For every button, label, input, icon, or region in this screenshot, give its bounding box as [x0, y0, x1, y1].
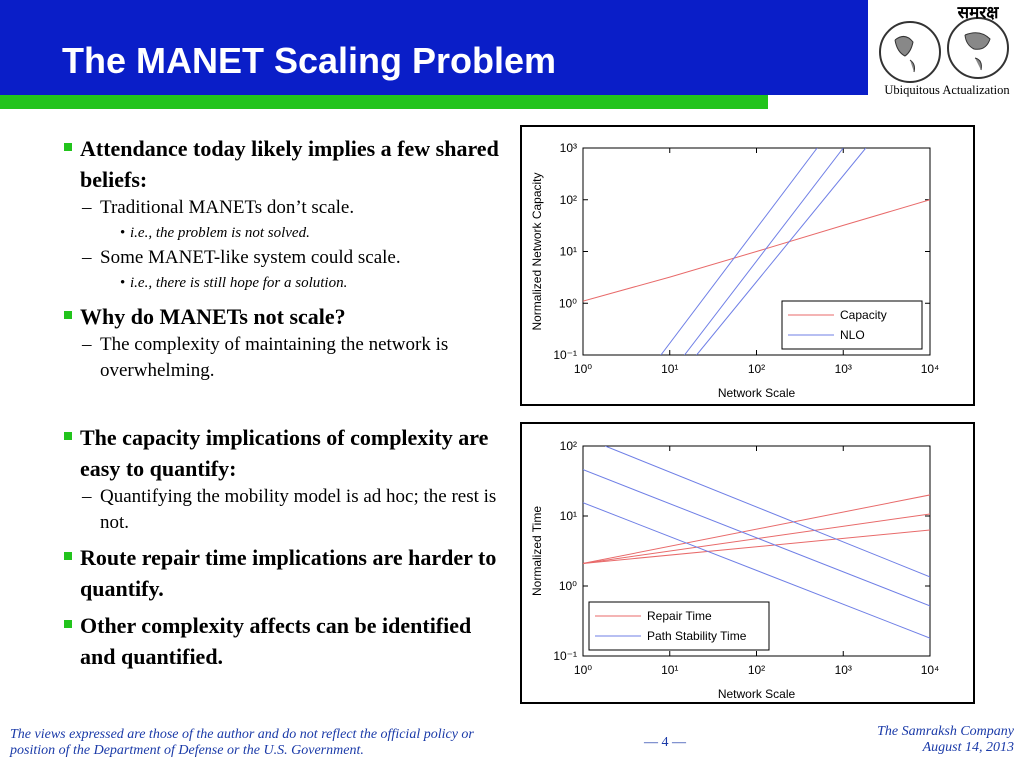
legend-label: NLO	[840, 328, 865, 342]
bullet-level-2-text: Traditional MANETs don’t scale.	[100, 197, 355, 218]
y-tick-label: 10⁻¹	[553, 649, 577, 663]
bullet-level-2-text: Some MANET-like system could scale.	[100, 247, 401, 268]
bullet-level-1-text: Attendance today likely implies a few sh…	[80, 136, 499, 192]
page-number: — 4 —	[644, 735, 686, 750]
x-tick-label: 10³	[835, 362, 852, 376]
x-tick-label: 10¹	[661, 663, 678, 677]
bullet-level-1-text: Route repair time implications are harde…	[80, 545, 497, 601]
x-axis-label: Network Scale	[718, 386, 796, 400]
bullet-level-1-text: Other complexity affects can be identifi…	[80, 613, 472, 669]
globe	[879, 21, 941, 83]
series-line	[583, 529, 930, 564]
logo: समरक्ष Ubiquitous Actualization	[879, 3, 1010, 97]
bullet-level-3-text: i.e., there is still hope for a solution…	[130, 275, 348, 291]
series-line	[583, 199, 930, 302]
chart-frame	[520, 125, 975, 406]
legend-box	[781, 300, 923, 350]
continent	[894, 36, 915, 73]
bullet-level-3: i.e., there is still hope for a solution…	[100, 271, 502, 295]
company-name: The Samraksh Company	[877, 724, 1014, 739]
bullet-level-3: i.e., the problem is not solved.	[100, 221, 502, 245]
bullet-list: Attendance today likely implies a few sh…	[62, 133, 502, 678]
series-line	[604, 446, 930, 578]
bullet-level-1: Other complexity affects can be identifi…	[62, 610, 502, 672]
company: The Samraksh Company August 14, 2013	[877, 724, 1014, 756]
x-tick-label: 10²	[748, 362, 765, 376]
bullet-level-3-text: i.e., the problem is not solved.	[130, 225, 310, 241]
header-bar: The MANET Scaling Problem	[0, 0, 868, 95]
series-line	[583, 469, 930, 607]
bullet-level-1: Route repair time implications are harde…	[62, 542, 502, 604]
y-tick-label: 10²	[560, 193, 577, 207]
y-tick-label: 10³	[560, 141, 577, 155]
legend-label: Capacity	[840, 308, 887, 322]
bullet-level-1-text: Why do MANETs not scale?	[80, 304, 346, 329]
bullet-level-2: Some MANET-like system could scale. i.e.,…	[80, 245, 502, 295]
bullet-level-1: The capacity implications of complexity …	[62, 422, 502, 536]
series-line	[660, 148, 818, 355]
y-tick-label: 10¹	[560, 509, 577, 523]
y-axis-label: Normalized Time	[530, 506, 544, 596]
x-tick-label: 10³	[835, 663, 852, 677]
x-tick-label: 10⁰	[574, 362, 592, 376]
bullet-level-1-text: The capacity implications of complexity …	[80, 425, 489, 481]
y-tick-label: 10²	[560, 439, 577, 453]
x-tick-label: 10⁴	[921, 362, 940, 376]
bullet-level-2-text: The complexity of maintaining the networ…	[100, 334, 449, 381]
x-tick-label: 10⁴	[921, 663, 940, 677]
x-axis-label: Network Scale	[718, 687, 796, 701]
bullet-level-2: Quantifying the mobility model is ad hoc…	[80, 484, 502, 536]
y-axis-label: Normalized Network Capacity	[530, 172, 544, 330]
disclaimer: The views expressed are those of the aut…	[10, 727, 474, 758]
date: August 14, 2013	[922, 740, 1014, 755]
continent	[964, 32, 991, 71]
y-tick-label: 10⁻¹	[553, 348, 577, 362]
legend-label: Repair Time	[647, 609, 712, 623]
y-tick-label: 10⁰	[559, 296, 577, 310]
slide-title: The MANET Scaling Problem	[62, 40, 557, 81]
series-line	[583, 513, 930, 564]
bullet-level-2: The complexity of maintaining the networ…	[80, 332, 502, 384]
bullet-level-1: Why do MANETs not scale? The complexity o…	[62, 301, 502, 384]
legend-box	[588, 601, 770, 651]
logo-subtitle: Ubiquitous Actualization	[884, 83, 1010, 97]
series-line	[696, 148, 867, 355]
bullet-level-2: Traditional MANETs don’t scale. i.e., the…	[80, 195, 502, 245]
series-line	[583, 494, 930, 564]
y-tick-label: 10¹	[560, 245, 577, 259]
bullet-level-1: Attendance today likely implies a few sh…	[62, 133, 502, 295]
series-line	[583, 502, 930, 639]
x-tick-label: 10¹	[661, 362, 678, 376]
y-tick-label: 10⁰	[559, 579, 577, 593]
accent-bar	[0, 95, 768, 109]
x-tick-label: 10⁰	[574, 663, 592, 677]
legend-label: Path Stability Time	[647, 629, 747, 643]
series-line	[684, 148, 844, 355]
x-tick-label: 10²	[748, 663, 765, 677]
bullet-level-2-text: Quantifying the mobility model is ad hoc…	[100, 486, 497, 533]
logo-title: समरक्ष	[957, 3, 1000, 23]
